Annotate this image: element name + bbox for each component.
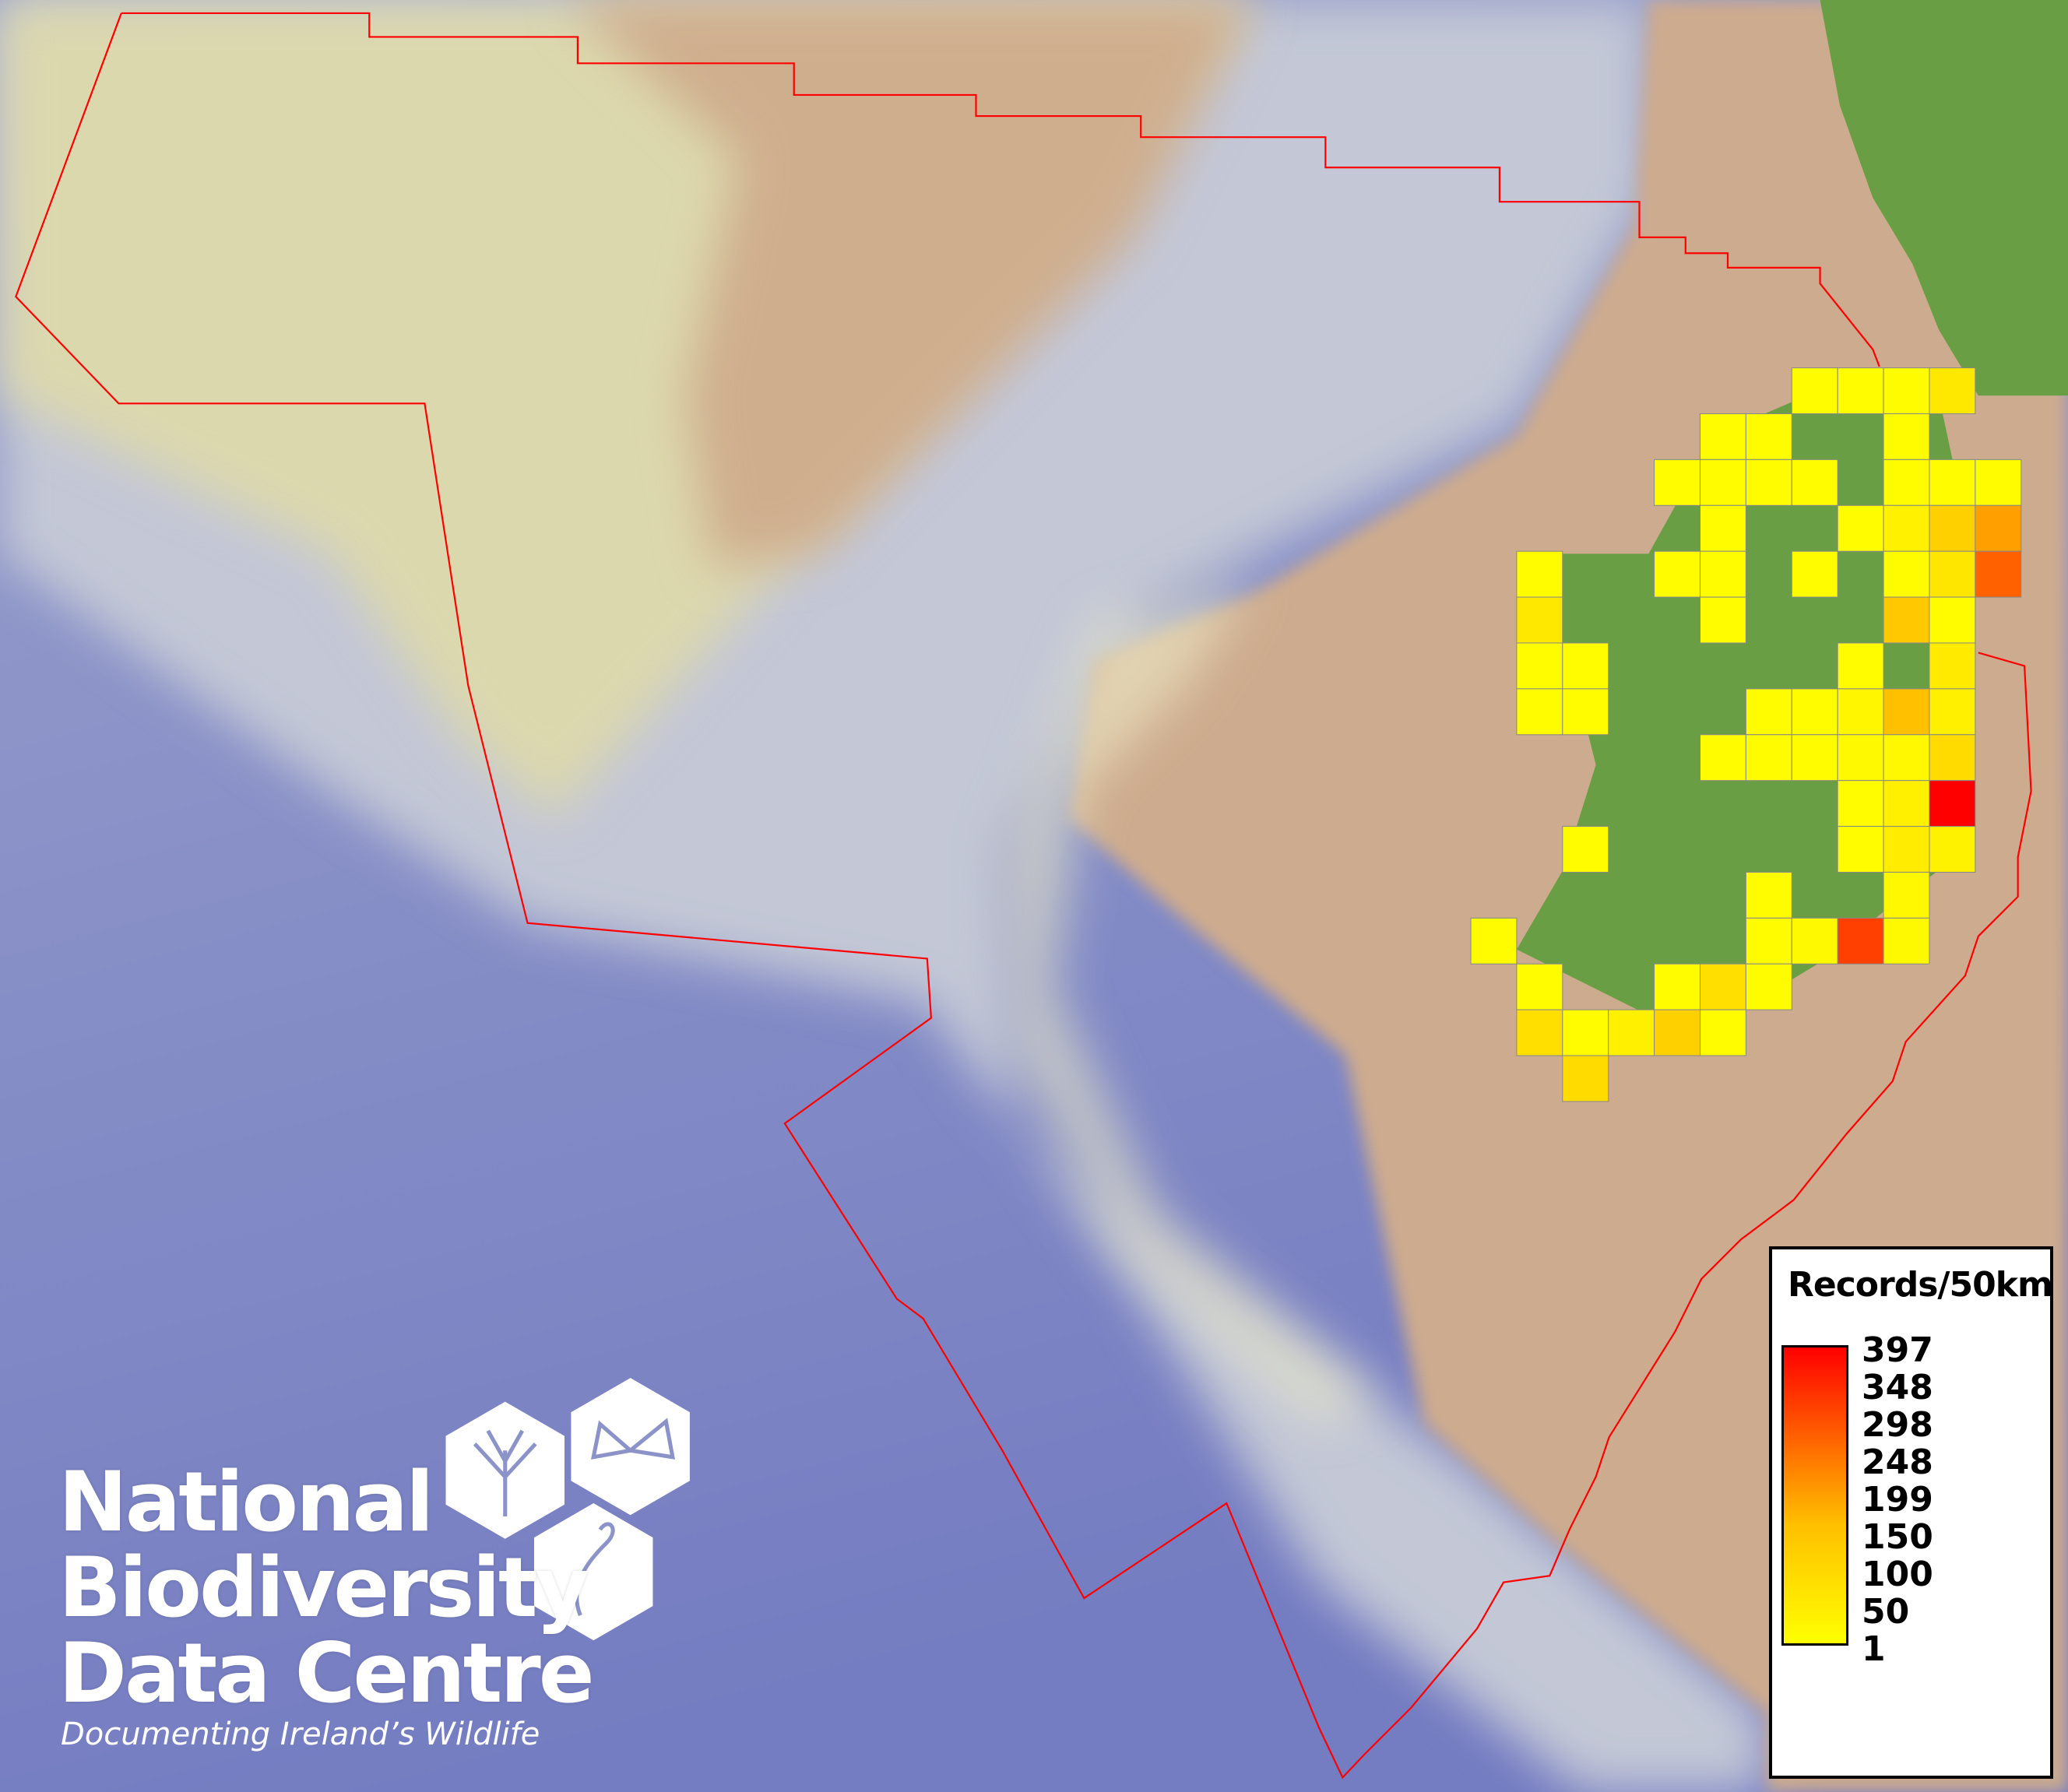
grid-cell <box>1929 550 1976 598</box>
grid-cell <box>1837 780 1884 827</box>
great-britain-land <box>1820 0 2068 396</box>
grid-cell <box>1516 596 1563 644</box>
grid-cell <box>1929 826 1976 873</box>
grid-cell <box>1791 917 1838 965</box>
grid-cell <box>1699 1009 1746 1056</box>
logo-icons <box>445 1378 690 1641</box>
legend-tick: 348 <box>1862 1368 1933 1407</box>
grid-cell <box>1562 642 1609 690</box>
boundary-line <box>121 12 1880 367</box>
grid-cell <box>1516 963 1563 1010</box>
grid-cell <box>1883 688 1930 736</box>
grid-cell <box>1516 1009 1563 1056</box>
grid-cell <box>1883 734 1930 782</box>
grid-cell <box>1745 688 1792 736</box>
grid-cell <box>1745 734 1792 782</box>
logo-line-national: National <box>58 1454 434 1550</box>
grid-cell <box>1608 1009 1655 1056</box>
grid-cell <box>1745 413 1792 460</box>
legend: Records/50km 397 348 298 248 199 150 100… <box>1769 1246 2053 1779</box>
grid-cell <box>1699 734 1746 782</box>
grid-cell <box>1654 963 1701 1010</box>
grid-cell <box>1929 688 1976 736</box>
grid-cell <box>1929 734 1976 782</box>
shelf-edge-highlight <box>1002 580 1385 1425</box>
grid-cell <box>1699 504 1746 552</box>
legend-tick: 50 <box>1862 1592 1910 1632</box>
grid-cell <box>1929 459 1976 506</box>
grid-cell <box>1929 642 1976 690</box>
grid-cell <box>1883 871 1930 919</box>
legend-tick: 150 <box>1862 1517 1933 1557</box>
grid-cell <box>1791 734 1838 782</box>
grid-cell <box>1562 1009 1609 1056</box>
grid-cell <box>1470 917 1518 965</box>
butterfly-icon <box>571 1378 690 1516</box>
grid-cell <box>1562 1055 1609 1102</box>
grid-cell <box>1837 734 1884 782</box>
grid-cell <box>1883 459 1930 506</box>
grid-cell <box>1791 550 1838 598</box>
grid-cell <box>1837 504 1884 552</box>
grid-cell <box>1745 459 1792 506</box>
grid-cell <box>1975 550 2022 598</box>
grid-cell <box>1883 413 1930 460</box>
grid-cell <box>1837 367 1884 415</box>
grid-cell <box>1745 871 1792 919</box>
grid-cell <box>1883 780 1930 827</box>
legend-tick: 1 <box>1862 1629 1886 1669</box>
seahorse-icon <box>534 1503 653 1641</box>
logo-line-biodiversity: Biodiversity <box>58 1540 589 1636</box>
grid-cell <box>1562 826 1609 873</box>
grid-cell <box>1883 826 1930 873</box>
grid-cell <box>1883 596 1930 644</box>
grid-cell <box>1562 688 1609 736</box>
grid-cell <box>1837 642 1884 690</box>
records-grid <box>1470 367 2022 1102</box>
legend-tick: 100 <box>1862 1555 1933 1594</box>
grid-cell <box>1883 367 1930 415</box>
grid-cell <box>1975 459 2022 506</box>
grid-cell <box>1975 504 2022 552</box>
grid-cell <box>1699 596 1746 644</box>
grid-cell <box>1929 780 1976 827</box>
grid-cell <box>1837 917 1884 965</box>
grid-cell <box>1791 459 1838 506</box>
grid-cell <box>1929 367 1976 415</box>
grid-cell <box>1654 550 1701 598</box>
grid-cell <box>1745 963 1792 1010</box>
logo-tagline: Documenting Ireland’s Wildlife <box>61 1716 540 1752</box>
grid-cell <box>1516 688 1563 736</box>
grid-cell <box>1745 917 1792 965</box>
grid-cell <box>1516 550 1563 598</box>
grid-cell <box>1883 917 1930 965</box>
shallow-seafloor-north <box>567 0 1254 567</box>
legend-tick: 298 <box>1862 1405 1933 1445</box>
legend-tick: 248 <box>1862 1442 1933 1482</box>
grid-cell <box>1791 688 1838 736</box>
legend-color-bar <box>1781 1345 1848 1646</box>
grid-cell <box>1699 550 1746 598</box>
legend-tick: 199 <box>1862 1480 1933 1520</box>
grid-cell <box>1791 367 1838 415</box>
grid-cell <box>1929 596 1976 644</box>
boundary-line-south <box>15 12 2032 1780</box>
grid-cell <box>1516 642 1563 690</box>
grid-cell <box>1699 963 1746 1010</box>
grid-cell <box>1883 550 1930 598</box>
grid-cell <box>1654 1009 1701 1056</box>
grid-cell <box>1929 504 1976 552</box>
grid-cell <box>1654 459 1701 506</box>
grid-cell <box>1883 504 1930 552</box>
legend-tick: 397 <box>1862 1330 1933 1370</box>
grid-cell <box>1699 413 1746 460</box>
logo-line-data-centre: Data Centre <box>58 1625 595 1721</box>
grid-cell <box>1837 826 1884 873</box>
grid-cell <box>1699 459 1746 506</box>
legend-title: Records/50km <box>1788 1265 2053 1305</box>
grid-cell <box>1837 688 1884 736</box>
